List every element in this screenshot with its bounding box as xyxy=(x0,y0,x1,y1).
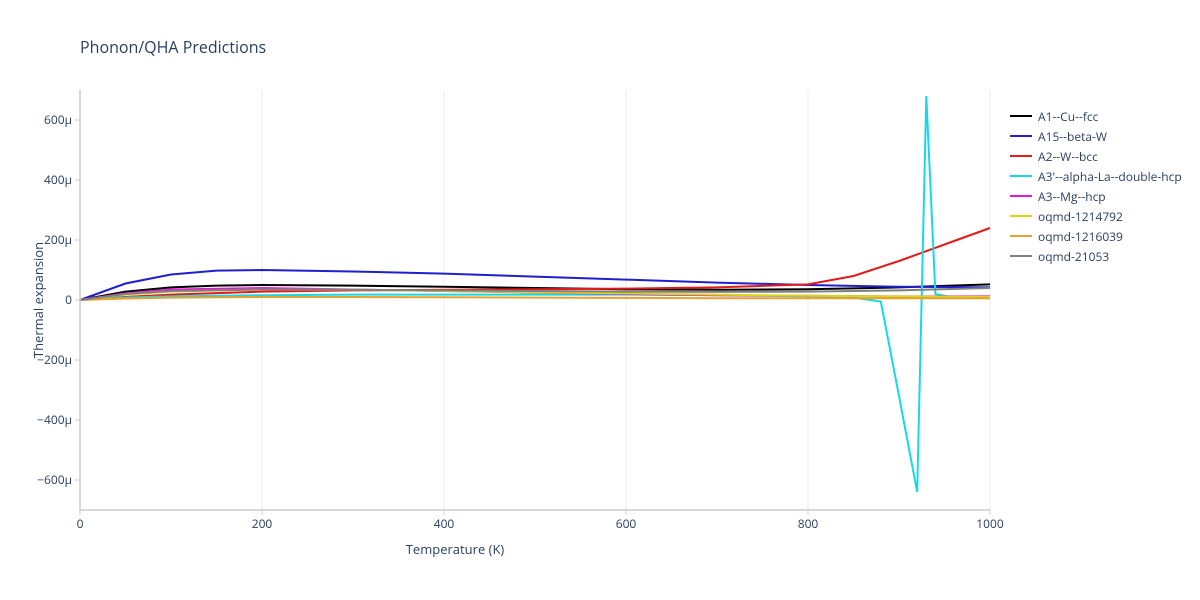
legend-label: A1--Cu--fcc xyxy=(1038,108,1098,125)
chart-title: Phonon/QHA Predictions xyxy=(80,36,266,58)
y-tick-label: 400μ xyxy=(44,171,72,188)
legend-swatch xyxy=(1010,235,1032,237)
legend-label: A3--Mg--hcp xyxy=(1038,188,1106,205)
legend-label: A3'--alpha-La--double-hcp xyxy=(1038,168,1182,185)
legend-swatch xyxy=(1010,175,1032,177)
chart-plot-area[interactable]: 02004006008001000−600μ−400μ−200μ0200μ400… xyxy=(80,90,990,510)
y-tick-label: 200μ xyxy=(44,231,72,248)
x-tick-label: 600 xyxy=(616,515,637,532)
legend-item[interactable]: A3'--alpha-La--double-hcp xyxy=(1010,166,1182,186)
y-tick-label: −400μ xyxy=(37,411,72,428)
y-tick-label: −600μ xyxy=(37,471,72,488)
chart-legend[interactable]: A1--Cu--fcc A15--beta-W A2--W--bcc A3'--alp… xyxy=(1010,106,1182,266)
legend-item[interactable]: A1--Cu--fcc xyxy=(1010,106,1182,126)
legend-swatch xyxy=(1010,215,1032,217)
legend-item[interactable]: A3--Mg--hcp xyxy=(1010,186,1182,206)
x-tick-label: 1000 xyxy=(976,515,1004,532)
y-axis-label: Thermal expansion xyxy=(29,242,47,358)
x-axis-label: Temperature (K) xyxy=(406,540,505,558)
legend-item[interactable]: A2--W--bcc xyxy=(1010,146,1182,166)
legend-item[interactable]: A15--beta-W xyxy=(1010,126,1182,146)
chart-svg: 02004006008001000−600μ−400μ−200μ0200μ400… xyxy=(80,90,990,510)
x-tick-label: 200 xyxy=(252,515,273,532)
legend-item[interactable]: oqmd-1216039 xyxy=(1010,226,1182,246)
x-tick-label: 800 xyxy=(798,515,819,532)
legend-item[interactable]: oqmd-1214792 xyxy=(1010,206,1182,226)
legend-label: A15--beta-W xyxy=(1038,128,1107,145)
y-tick-label: 600μ xyxy=(44,111,72,128)
series-line[interactable] xyxy=(80,297,990,300)
legend-label: oqmd-1216039 xyxy=(1038,228,1123,245)
legend-label: oqmd-1214792 xyxy=(1038,208,1123,225)
legend-swatch xyxy=(1010,115,1032,117)
legend-label: oqmd-21053 xyxy=(1038,248,1109,265)
x-tick-label: 400 xyxy=(434,515,455,532)
x-tick-label: 0 xyxy=(77,515,84,532)
legend-label: A2--W--bcc xyxy=(1038,148,1098,165)
legend-swatch xyxy=(1010,155,1032,157)
legend-swatch xyxy=(1010,195,1032,197)
y-tick-label: 0 xyxy=(65,291,72,308)
legend-item[interactable]: oqmd-21053 xyxy=(1010,246,1182,266)
legend-swatch xyxy=(1010,255,1032,257)
legend-swatch xyxy=(1010,135,1032,137)
